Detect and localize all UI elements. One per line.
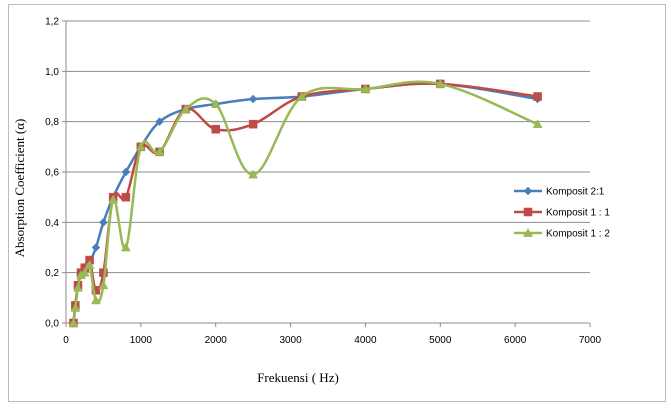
- x-tick-label: 0: [63, 335, 69, 346]
- data-point: [98, 280, 109, 290]
- data-point: [108, 194, 119, 204]
- data-point: [248, 169, 259, 179]
- y-tick-label: 0,6: [45, 168, 59, 179]
- legend-marker: [523, 207, 533, 217]
- y-axis-label: Absorption Coefficient (α): [12, 119, 27, 258]
- legend-marker: [523, 227, 533, 237]
- series-group: [68, 78, 543, 328]
- gridlines: [66, 20, 590, 274]
- data-point: [91, 286, 101, 295]
- data-point: [248, 119, 258, 129]
- data-point: [532, 119, 543, 129]
- data-point: [533, 92, 542, 101]
- y-tick-label: 1,0: [45, 67, 59, 78]
- legend-item: Komposit 1 : 2: [514, 227, 610, 240]
- x-tick-label: 3000: [279, 335, 302, 346]
- data-point: [73, 282, 83, 292]
- x-tick-label: 2000: [205, 335, 228, 346]
- data-point: [296, 91, 307, 101]
- data-point: [91, 243, 101, 252]
- data-point: [120, 242, 131, 252]
- x-tick-label: 7000: [579, 335, 602, 346]
- x-tick-label: 4000: [354, 335, 377, 346]
- data-point: [99, 217, 108, 227]
- y-tick-label: 1,2: [45, 17, 59, 28]
- data-point: [211, 124, 220, 134]
- data-point: [70, 302, 81, 312]
- y-tick-labels: 0,0 0,2 0,4 0,6 0,8 1,0 1,2: [45, 17, 59, 330]
- data-point: [248, 94, 258, 104]
- x-tick-label: 5000: [429, 335, 452, 346]
- legend-label: Komposit 1 : 2: [546, 229, 610, 240]
- data-point: [68, 317, 79, 327]
- y-tick-label: 0,8: [45, 117, 59, 128]
- data-point: [155, 117, 164, 127]
- data-point: [435, 78, 446, 88]
- data-point: [180, 104, 191, 113]
- x-tick-labels: 0 1000 2000 3000 4000 5000 6000 7000: [63, 335, 601, 346]
- x-axis-label: Frekuensi ( Hz): [257, 370, 339, 385]
- series-line: [72, 82, 538, 324]
- data-point: [154, 146, 165, 156]
- series-line: [72, 80, 539, 324]
- legend-label: Komposit 2:1: [546, 187, 605, 198]
- x-tick-label: 1000: [130, 335, 153, 346]
- series-2: [69, 79, 542, 328]
- data-point: [360, 83, 371, 93]
- series-line: [72, 82, 538, 324]
- y-tick-label: 0,4: [45, 218, 59, 229]
- series-1: [69, 79, 542, 328]
- data-point: [91, 295, 101, 305]
- x-tick-label: 6000: [504, 335, 527, 346]
- data-point: [121, 192, 131, 202]
- legend-item: Komposit 2:1: [514, 187, 605, 198]
- y-tick-label: 0,2: [45, 268, 59, 279]
- axes: [62, 20, 591, 327]
- legend: Komposit 2:1 Komposit 1 : 1 Komposit 1 : 2: [514, 187, 610, 240]
- data-point: [121, 167, 131, 177]
- y-tick-label: 0,0: [45, 319, 59, 330]
- legend-label: Komposit 1 : 1: [546, 208, 610, 219]
- data-point: [135, 141, 146, 151]
- legend-marker: [523, 186, 533, 196]
- data-point: [79, 267, 90, 277]
- data-point: [210, 99, 221, 108]
- data-point: [84, 260, 95, 269]
- series-3: [68, 78, 543, 327]
- legend-item: Komposit 1 : 1: [514, 208, 610, 219]
